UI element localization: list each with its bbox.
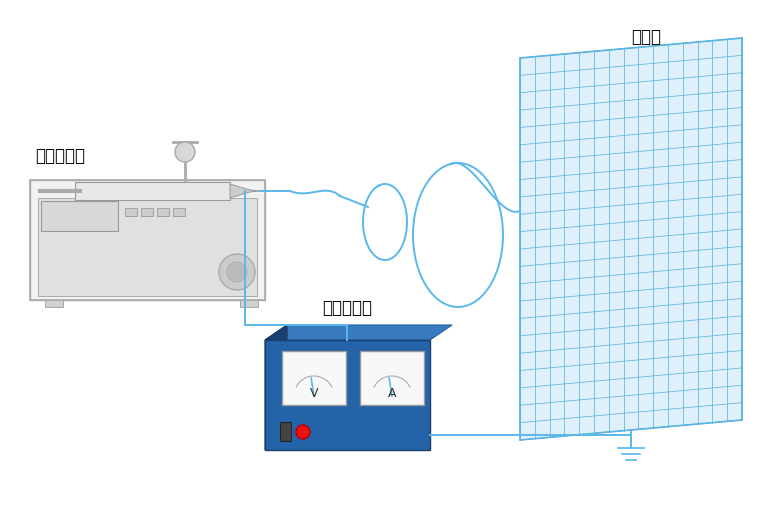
FancyBboxPatch shape (360, 351, 424, 405)
Text: 高压发生器: 高压发生器 (322, 299, 372, 317)
FancyBboxPatch shape (173, 208, 185, 216)
FancyBboxPatch shape (125, 208, 137, 216)
Text: 微量注射泵: 微量注射泵 (35, 147, 85, 165)
Text: V: V (310, 387, 318, 400)
FancyBboxPatch shape (282, 351, 346, 405)
Circle shape (219, 254, 255, 290)
FancyBboxPatch shape (240, 300, 258, 307)
Polygon shape (230, 184, 260, 198)
FancyBboxPatch shape (265, 340, 430, 450)
FancyBboxPatch shape (45, 300, 63, 307)
Circle shape (296, 425, 310, 439)
Polygon shape (520, 38, 742, 440)
Polygon shape (265, 325, 452, 340)
Circle shape (175, 142, 195, 162)
FancyBboxPatch shape (141, 208, 153, 216)
FancyBboxPatch shape (157, 208, 169, 216)
Circle shape (227, 262, 247, 282)
Text: 接收板: 接收板 (631, 28, 661, 46)
FancyBboxPatch shape (279, 422, 291, 441)
Polygon shape (265, 325, 287, 450)
FancyBboxPatch shape (38, 198, 257, 296)
FancyBboxPatch shape (75, 182, 230, 200)
FancyBboxPatch shape (41, 201, 118, 231)
FancyBboxPatch shape (30, 180, 265, 300)
Text: A: A (388, 387, 396, 400)
